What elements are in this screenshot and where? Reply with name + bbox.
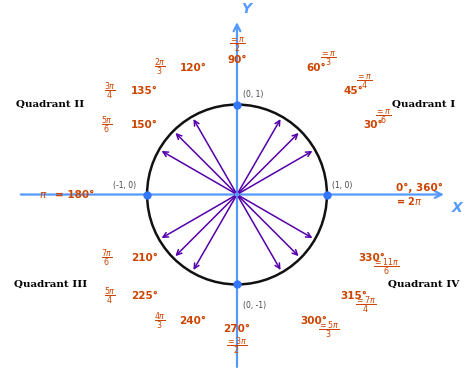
Text: 225°: 225°: [131, 291, 158, 301]
Text: Quadrant II: Quadrant II: [16, 100, 84, 109]
Text: 240°: 240°: [179, 316, 206, 326]
Text: X: X: [451, 202, 462, 215]
Text: (0, -1): (0, -1): [243, 301, 266, 310]
Text: Quadrant I: Quadrant I: [392, 100, 456, 109]
Text: $\frac{= \pi}{6}$: $\frac{= \pi}{6}$: [375, 107, 392, 126]
Text: 150°: 150°: [131, 120, 158, 130]
Text: 90°: 90°: [227, 55, 247, 65]
Text: $\frac{= \pi}{3}$: $\frac{= \pi}{3}$: [320, 49, 337, 68]
Text: 120°: 120°: [179, 63, 206, 73]
Text: $\frac{7\pi}{6}$: $\frac{7\pi}{6}$: [100, 247, 112, 269]
Text: (1, 0): (1, 0): [331, 181, 352, 190]
Text: $\frac{5\pi}{6}$: $\frac{5\pi}{6}$: [100, 114, 112, 136]
Text: = 180°: = 180°: [55, 190, 94, 200]
Text: $\frac{= 7\pi}{4}$: $\frac{= 7\pi}{4}$: [355, 295, 376, 316]
Text: $\frac{= \pi}{2}$: $\frac{= \pi}{2}$: [229, 35, 245, 54]
Text: $\frac{= \pi}{4}$: $\frac{= \pi}{4}$: [356, 72, 372, 91]
Text: $\frac{2\pi}{3}$: $\frac{2\pi}{3}$: [154, 57, 165, 78]
Text: 45°: 45°: [343, 86, 363, 96]
Text: 135°: 135°: [131, 86, 158, 96]
Text: Quadrant III: Quadrant III: [14, 280, 87, 289]
Text: Y: Y: [242, 2, 252, 16]
Text: 300°: 300°: [301, 316, 327, 326]
Text: $\frac{= 3\pi}{2}$: $\frac{= 3\pi}{2}$: [226, 335, 248, 357]
Text: $\frac{= 11\pi}{6}$: $\frac{= 11\pi}{6}$: [373, 257, 399, 278]
Text: 330°: 330°: [358, 253, 385, 263]
Text: $\frac{4\pi}{3}$: $\frac{4\pi}{3}$: [154, 311, 165, 332]
Text: 270°: 270°: [224, 324, 250, 334]
Text: 315°: 315°: [341, 291, 368, 301]
Text: Quadrant IV: Quadrant IV: [388, 280, 459, 289]
Text: 60°: 60°: [306, 63, 326, 73]
Text: 30°: 30°: [364, 120, 383, 130]
Text: $\frac{3\pi}{4}$: $\frac{3\pi}{4}$: [104, 80, 116, 101]
Text: $\pi$: $\pi$: [39, 190, 47, 200]
Text: 210°: 210°: [131, 253, 158, 263]
Text: $\frac{= 5\pi}{3}$: $\frac{= 5\pi}{3}$: [318, 320, 339, 341]
Text: $\frac{5\pi}{4}$: $\frac{5\pi}{4}$: [104, 285, 116, 307]
Text: (-1, 0): (-1, 0): [112, 181, 136, 190]
Text: (0, 1): (0, 1): [243, 90, 263, 99]
Text: = 2$\pi$: = 2$\pi$: [396, 195, 422, 207]
Text: 0°, 360°: 0°, 360°: [396, 182, 443, 193]
